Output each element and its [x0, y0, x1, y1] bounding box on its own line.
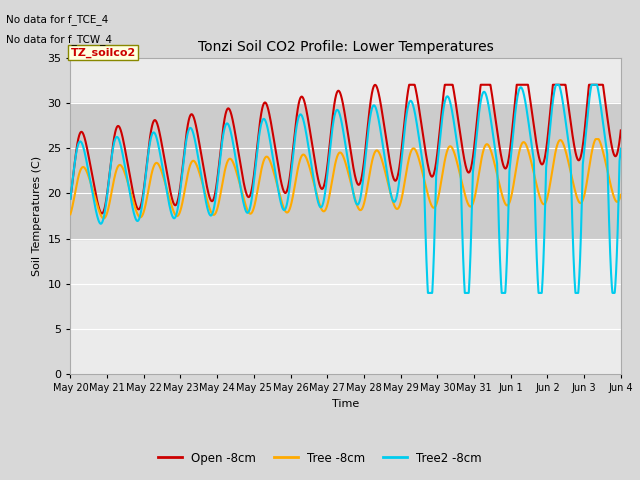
Open -8cm: [301, 103, 309, 109]
Tree -8cm: [129, 199, 137, 204]
Tree2 -8cm: [301, 126, 309, 132]
Open -8cm: [129, 191, 137, 197]
Text: No data for f_TCE_4: No data for f_TCE_4: [6, 14, 109, 25]
Line: Open -8cm: Open -8cm: [70, 85, 621, 214]
Tree -8cm: [607, 181, 614, 187]
Tree2 -8cm: [607, 254, 614, 260]
Tree2 -8cm: [67, 196, 74, 202]
Title: Tonzi Soil CO2 Profile: Lower Temperatures: Tonzi Soil CO2 Profile: Lower Temperatur…: [198, 40, 493, 54]
Tree -8cm: [67, 211, 74, 217]
Tree -8cm: [592, 136, 600, 142]
Tree -8cm: [547, 177, 555, 182]
Y-axis label: Soil Temperatures (C): Soil Temperatures (C): [32, 156, 42, 276]
X-axis label: Time: Time: [332, 399, 359, 409]
Open -8cm: [617, 128, 625, 133]
Open -8cm: [278, 181, 285, 187]
Tree -8cm: [100, 216, 108, 221]
Tree2 -8cm: [162, 183, 170, 189]
Open -8cm: [405, 82, 413, 88]
Bar: [70, 103, 621, 239]
Tree2 -8cm: [424, 290, 432, 296]
Open -8cm: [67, 196, 74, 202]
Open -8cm: [162, 165, 170, 171]
Tree2 -8cm: [617, 146, 625, 152]
Tree -8cm: [301, 154, 309, 159]
Tree2 -8cm: [547, 116, 555, 122]
Tree2 -8cm: [552, 82, 560, 88]
Legend: Open -8cm, Tree -8cm, Tree2 -8cm: Open -8cm, Tree -8cm, Tree2 -8cm: [154, 447, 486, 469]
Text: No data for f_TCW_4: No data for f_TCW_4: [6, 34, 113, 45]
Open -8cm: [607, 135, 614, 141]
Line: Tree -8cm: Tree -8cm: [70, 139, 621, 218]
Tree2 -8cm: [129, 207, 137, 213]
Text: TZ_soilco2: TZ_soilco2: [70, 48, 136, 58]
Open -8cm: [547, 99, 555, 105]
Tree2 -8cm: [278, 202, 285, 208]
Line: Tree2 -8cm: Tree2 -8cm: [70, 85, 621, 293]
Open -8cm: [98, 211, 106, 216]
Tree -8cm: [617, 192, 625, 198]
Tree -8cm: [162, 183, 170, 189]
Tree -8cm: [278, 199, 285, 204]
